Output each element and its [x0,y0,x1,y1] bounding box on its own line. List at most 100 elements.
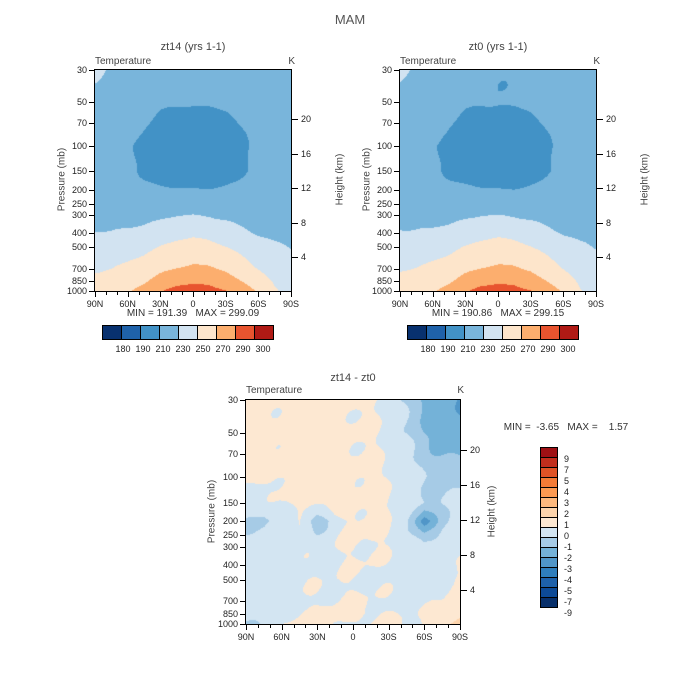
pressure-tick-label: 300 [71,210,87,221]
pressure-tick-label: 50 [381,97,392,108]
pressure-tick-label: 500 [222,574,238,585]
height-tick [461,449,467,451]
latitude-tick [246,625,247,630]
latitude-tick [353,625,354,630]
height-tick-label: 20 [470,444,481,455]
pressure-tick [240,400,246,401]
latitude-tick [95,292,96,297]
colorbar-tick-label: 300 [560,344,576,354]
latitude-tick [203,292,205,295]
pressure-tick-label: 300 [376,210,392,221]
latitude-tick [388,625,390,630]
colorbar-box [521,325,541,340]
pressure-tick [394,247,400,249]
pressure-tick-label: 200 [71,184,87,195]
pressure-tick [240,535,246,537]
plot-area [94,69,292,292]
latitude-tick [552,292,554,295]
latitude-tick [460,625,461,630]
colorbar-box [464,325,484,340]
pressure-tick-label: 70 [76,118,87,129]
latitude-tick [454,292,456,295]
pressure-tick [89,145,95,147]
height-tick-label: 4 [301,252,307,263]
height-tick-label: 12 [301,183,312,194]
latitude-tick [116,292,118,295]
pressure-tick-label: 250 [71,198,87,209]
colorbar-tick-label: 5 [564,476,570,486]
latitude-tick [563,292,565,297]
latitude-tick [364,625,366,628]
latitude-tick-label: 90N [391,299,409,309]
pressure-tick [240,579,246,581]
latitude-tick [341,625,343,628]
latitude-tick-label: 30S [217,299,234,309]
pressure-tick [394,268,400,270]
pressure-tick [394,123,400,125]
colorbar [102,325,274,340]
pressure-tick [394,171,400,173]
latitude-tick [127,292,129,297]
latitude-tick [305,625,307,628]
height-tick-label: 16 [606,148,617,159]
colorbar-box [426,325,446,340]
latitude-tick-label: 90N [237,632,255,642]
height-tick-label: 20 [301,114,312,125]
colorbar-box [121,325,141,340]
latitude-tick-label: 30S [522,299,539,309]
height-tick [461,484,467,486]
latitude-tick-label: 30N [309,632,326,642]
pressure-tick [89,102,95,104]
pressure-tick [240,502,246,504]
colorbar-tick-label: 1 [564,520,570,530]
colorbar-tick-label: 250 [500,344,516,354]
pressure-tick-label: 850 [376,275,392,286]
colorbar-tick-label: 7 [564,465,570,475]
height-tick-label: 20 [606,114,617,125]
pressure-tick [89,247,95,249]
latitude-tick [487,292,489,295]
pressure-tick-label: 100 [71,140,87,151]
height-tick [597,188,603,190]
pressure-tick [89,280,95,282]
height-tick [461,554,467,556]
latitude-tick [258,292,260,297]
pressure-tick [394,145,400,147]
pressure-tick [394,102,400,104]
latitude-tick [182,292,184,295]
contour-canvas-zt14 [95,70,291,291]
colorbar-tick-label: -5 [564,586,573,596]
panel-title: zt14 - zt0 [330,372,376,384]
pressure-tick-label: 700 [222,596,238,607]
pressure-tick [240,624,246,625]
latitude-tick [105,292,107,295]
pressure-tick-label: 850 [71,275,87,286]
height-axis-label: Height (km) [334,153,346,206]
colorbar-tick-label: 290 [235,344,251,354]
colorbar-box [445,325,465,340]
colorbar-tick-label: 270 [215,344,231,354]
pressure-tick-label: 200 [376,184,392,195]
pressure-tick [240,601,246,603]
pressure-tick-label: 50 [76,97,87,108]
latitude-tick [410,292,412,295]
colorbar-box [159,325,179,340]
latitude-tick [160,292,162,297]
height-tick-label: 16 [301,148,312,159]
pressure-tick [89,123,95,125]
colorbar-box [197,325,217,340]
height-tick [292,188,298,190]
latitude-tick-label: 60S [250,299,267,309]
pressure-tick-label: 850 [222,608,238,619]
latitude-tick [424,625,426,630]
pressure-tick-label: 30 [381,65,392,75]
pressure-tick-label: 200 [222,516,238,527]
colorbar-tick-label: -1 [564,542,573,552]
colorbar-tick-label: 250 [195,344,211,354]
colorbar-tick-label: 180 [420,344,436,354]
colorbar-tick-label: 2 [564,509,570,519]
latitude-tick [574,292,576,295]
figure-title: MAM [334,12,366,27]
latitude-tick [585,292,587,295]
